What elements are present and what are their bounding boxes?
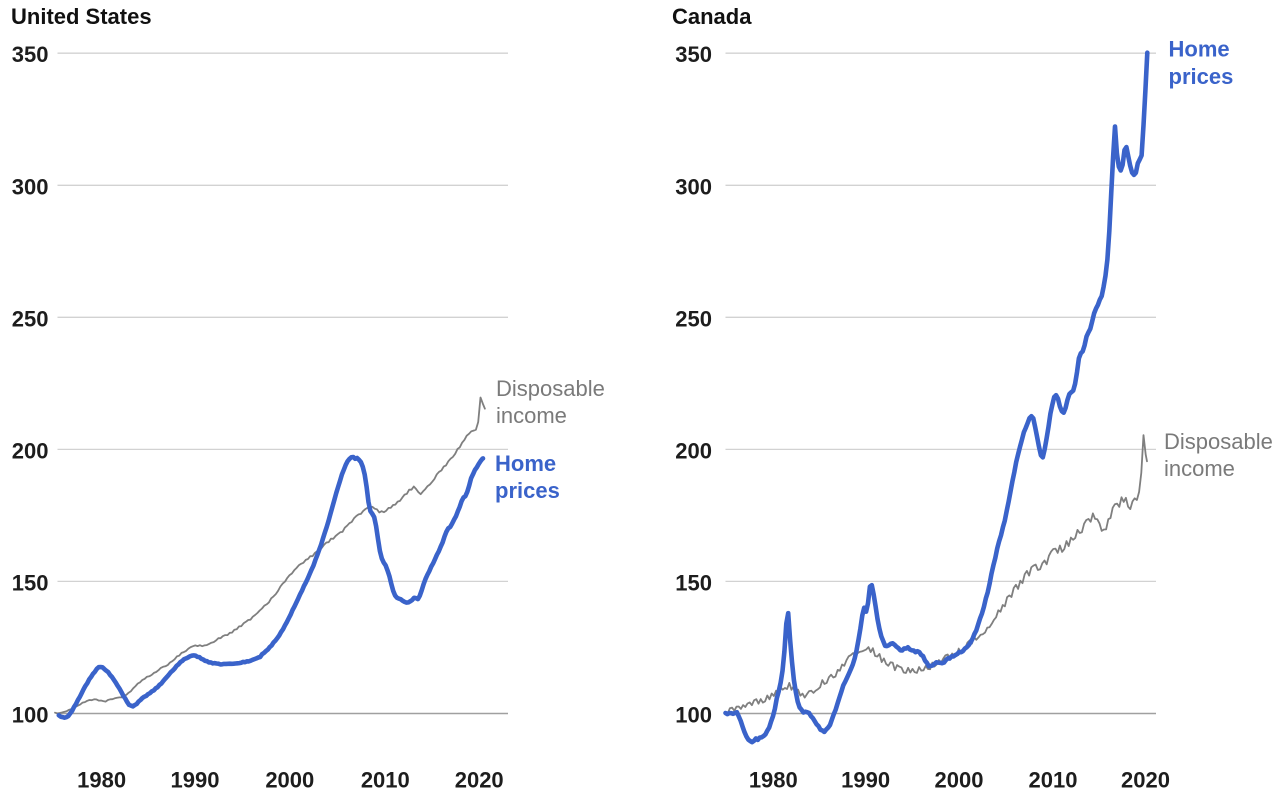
svg-text:2010: 2010 xyxy=(1029,767,1078,792)
svg-text:2000: 2000 xyxy=(935,767,984,792)
svg-text:1990: 1990 xyxy=(841,767,890,792)
svg-text:1990: 1990 xyxy=(171,767,220,792)
svg-text:150: 150 xyxy=(675,570,712,595)
svg-text:100: 100 xyxy=(12,703,49,728)
svg-text:150: 150 xyxy=(12,570,49,595)
svg-text:income: income xyxy=(496,403,567,428)
svg-text:350: 350 xyxy=(675,42,712,67)
svg-text:1980: 1980 xyxy=(749,767,798,792)
svg-text:300: 300 xyxy=(12,174,49,199)
svg-text:prices: prices xyxy=(1169,64,1234,89)
svg-text:income: income xyxy=(1164,456,1235,481)
svg-text:United States: United States xyxy=(11,4,152,29)
svg-text:Home: Home xyxy=(495,451,556,476)
svg-text:300: 300 xyxy=(675,174,712,199)
svg-text:prices: prices xyxy=(495,478,560,503)
svg-text:250: 250 xyxy=(675,306,712,331)
svg-text:100: 100 xyxy=(675,703,712,728)
svg-text:200: 200 xyxy=(675,438,712,463)
svg-text:2010: 2010 xyxy=(361,767,410,792)
svg-text:Home: Home xyxy=(1169,37,1230,62)
svg-text:200: 200 xyxy=(12,438,49,463)
svg-text:Disposable: Disposable xyxy=(1164,429,1273,454)
svg-text:2000: 2000 xyxy=(265,767,314,792)
svg-text:350: 350 xyxy=(12,42,49,67)
svg-text:250: 250 xyxy=(12,306,49,331)
svg-text:Disposable: Disposable xyxy=(496,376,605,401)
svg-text:2020: 2020 xyxy=(455,767,504,792)
svg-text:Canada: Canada xyxy=(672,4,752,29)
svg-text:2020: 2020 xyxy=(1121,767,1170,792)
svg-text:1980: 1980 xyxy=(77,767,126,792)
